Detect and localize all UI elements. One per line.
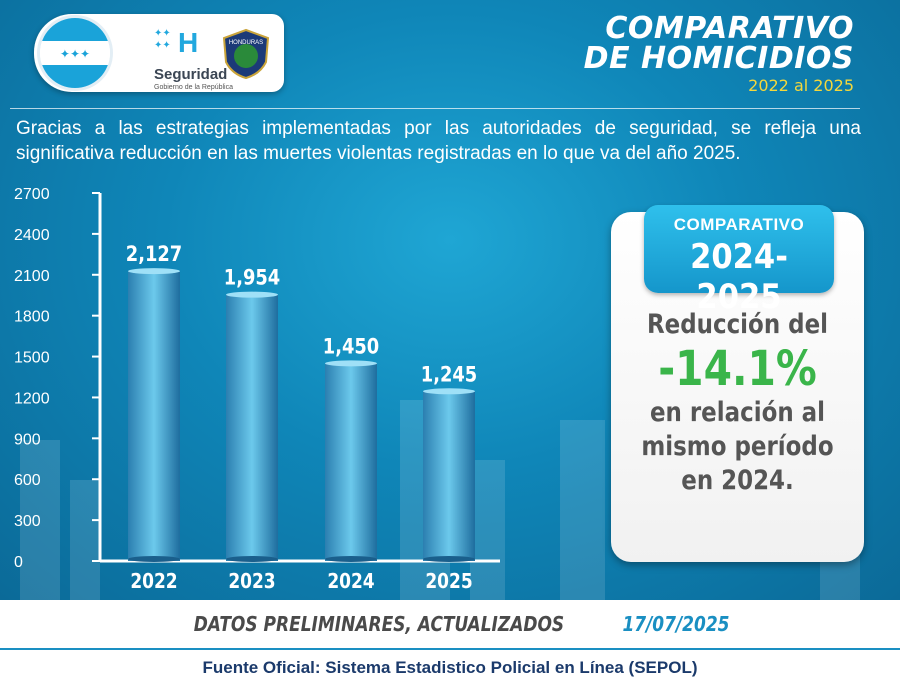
title-years: 2022 al 2025 (748, 76, 854, 95)
x-tick-label: 2025 (425, 571, 472, 594)
header-divider (10, 108, 860, 109)
bar-value-label: 1,245 (421, 362, 477, 387)
callout-header: COMPARATIVO 2024-2025 (644, 205, 834, 317)
bar-top (423, 388, 475, 395)
badge-text: HONDURAS (229, 40, 263, 46)
y-tick-label: 1200 (14, 390, 50, 407)
y-tick-label: 2700 (14, 186, 50, 203)
x-tick-label: 2024 (327, 571, 374, 594)
y-tick-label: 900 (14, 431, 41, 448)
y-tick-label: 0 (14, 554, 23, 571)
y-tick-label: 1800 (14, 309, 50, 326)
bar-value-label: 1,954 (224, 265, 280, 290)
logo-subtitle: Gobierno de la República (154, 84, 233, 91)
logo-word: Seguridad (154, 66, 228, 83)
preliminary-label: DATOS PRELIMINARES, ACTUALIZADOS (193, 612, 564, 636)
y-tick-label: 300 (14, 513, 41, 530)
page-title: COMPARATIVO DE HOMICIDIOS 2022 al 2025 (583, 11, 854, 96)
source-footer: Fuente Oficial: Sistema Estadistico Poli… (0, 650, 900, 686)
y-tick-label: 2100 (14, 268, 50, 285)
y-tick-label: 1500 (14, 350, 50, 367)
honduras-flag-icon: ✦✦✦ (40, 18, 110, 88)
bar (423, 391, 475, 561)
police-badge-icon: HONDURAS (222, 28, 270, 80)
callout-body: Reducción del -14.1% en relación al mism… (611, 308, 864, 498)
homicides-bar-chart: 0 300 600 900 1200 1500 1800 2100 2400 2700 2,127 2… (14, 186, 500, 594)
bar-top (128, 268, 180, 275)
bar-value-label: 2,127 (126, 242, 182, 267)
bar (325, 363, 377, 561)
title-line-1: COMPARATIVO (605, 11, 854, 46)
svg-text:✦✦✦: ✦✦✦ (60, 47, 90, 61)
x-tick-label: 2023 (228, 571, 275, 594)
y-tick-label: 600 (14, 472, 41, 489)
y-tick-label: 2400 (14, 227, 50, 244)
bar-value-label: 1,450 (323, 334, 379, 359)
bar-base (423, 556, 475, 562)
title-line-2: DE HOMICIDIOS (583, 41, 854, 76)
svg-text:✦✦: ✦✦ (154, 40, 171, 51)
callout-line-3: mismo período (641, 431, 834, 462)
government-logo: ✦✦✦ ✦✦ ✦✦ H Seguridad Gobierno de la Rep… (34, 14, 284, 92)
bar-base (226, 556, 278, 562)
footer-divider (0, 648, 900, 650)
bar-top (325, 360, 377, 367)
bar-base (325, 556, 377, 562)
bar (226, 294, 278, 561)
h-star-icon: ✦✦ ✦✦ H (154, 27, 198, 58)
preliminary-banner: DATOS PRELIMINARES, ACTUALIZADOS 17/07/2… (0, 600, 900, 648)
x-tick-label: 2022 (130, 571, 177, 594)
callout-line-4: en 2024. (681, 465, 794, 496)
callout-line-1: Reducción del (646, 309, 829, 340)
update-date: 17/07/2025 (622, 612, 730, 636)
callout-line-2: en relación al (649, 397, 826, 428)
bar-base (128, 556, 180, 562)
svg-text:✦✦: ✦✦ (154, 28, 171, 39)
bar-top (226, 291, 278, 298)
callout-head-label: COMPARATIVO (673, 215, 805, 234)
intro-text: Gracias a las estrategias implementadas … (16, 118, 861, 164)
callout-head-years: 2024-2025 (690, 237, 788, 317)
source-text: Fuente Oficial: Sistema Estadistico Poli… (202, 658, 698, 677)
bar (128, 271, 180, 561)
svg-text:H: H (178, 27, 198, 58)
callout-percent: -14.1% (658, 341, 817, 397)
